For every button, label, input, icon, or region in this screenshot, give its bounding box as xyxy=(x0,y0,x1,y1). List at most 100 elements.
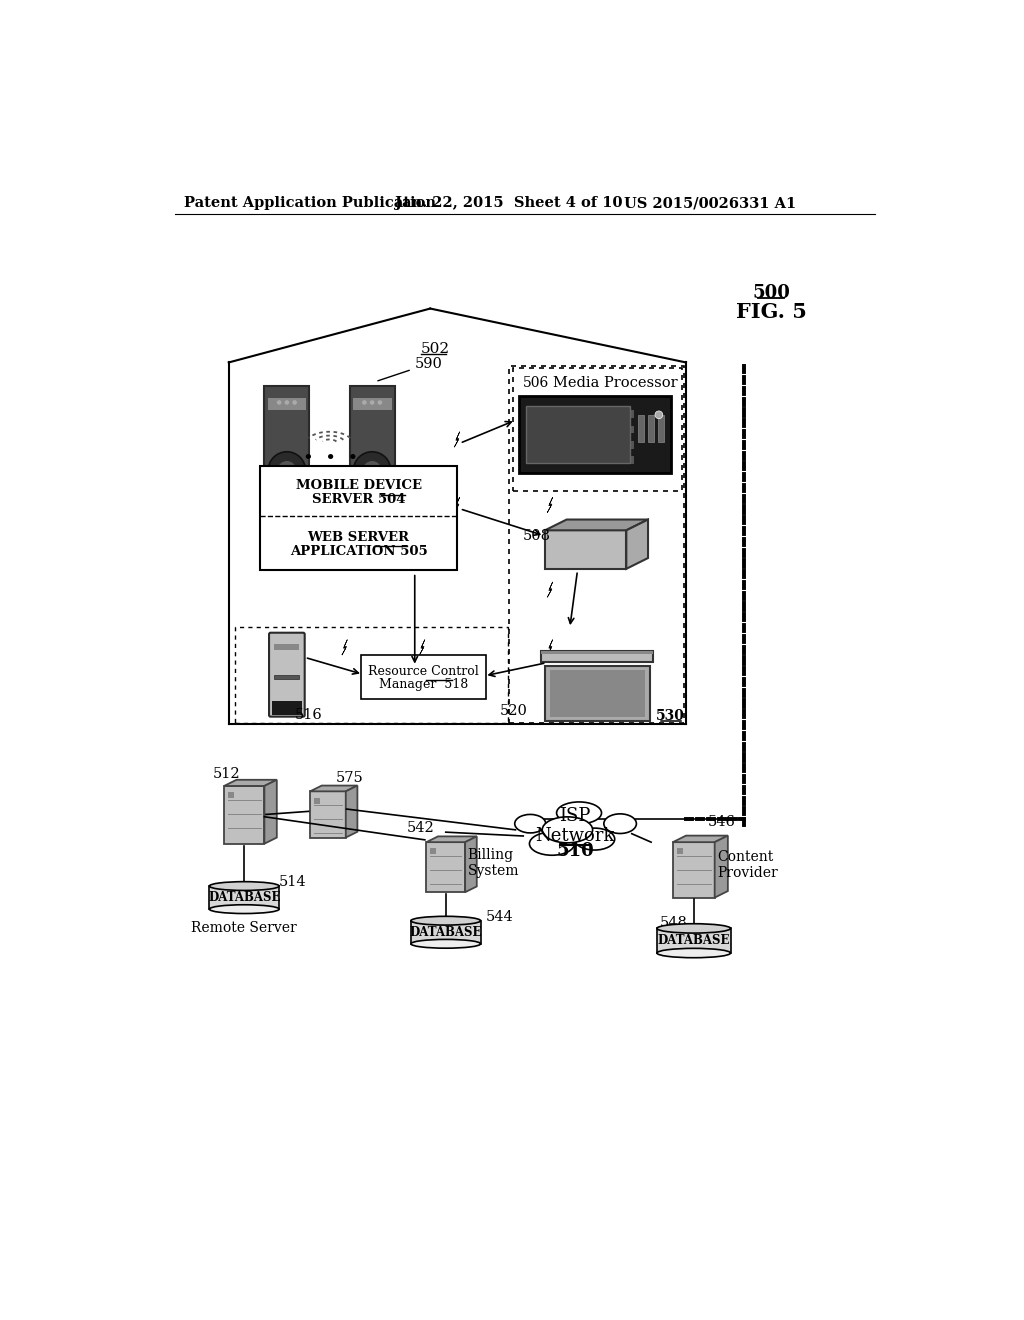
Polygon shape xyxy=(420,640,425,655)
Text: MOBILE DEVICE: MOBILE DEVICE xyxy=(296,479,422,492)
Circle shape xyxy=(362,400,367,405)
Text: Media Processor: Media Processor xyxy=(553,376,677,391)
Circle shape xyxy=(276,400,282,405)
Bar xyxy=(349,385,394,532)
Polygon shape xyxy=(426,837,477,842)
Polygon shape xyxy=(547,582,553,598)
Bar xyxy=(545,665,649,721)
Text: 510: 510 xyxy=(556,842,594,861)
Bar xyxy=(260,466,458,570)
Polygon shape xyxy=(342,640,347,655)
Bar xyxy=(513,368,682,491)
Text: APPLICATION 505: APPLICATION 505 xyxy=(290,545,427,557)
Bar xyxy=(411,921,480,944)
Bar xyxy=(224,785,264,843)
Bar xyxy=(658,414,665,442)
Bar xyxy=(264,515,309,532)
Circle shape xyxy=(362,461,381,479)
Bar xyxy=(550,669,645,718)
Text: Manager  518: Manager 518 xyxy=(379,678,468,692)
Bar xyxy=(310,792,346,838)
Ellipse shape xyxy=(209,882,280,891)
Text: Patent Application Publication: Patent Application Publication xyxy=(183,197,436,210)
Bar xyxy=(519,396,671,473)
Circle shape xyxy=(292,400,297,405)
Polygon shape xyxy=(465,837,477,892)
Text: 508: 508 xyxy=(523,529,551,543)
Bar xyxy=(525,405,630,463)
Text: ISP
Network: ISP Network xyxy=(536,807,614,845)
Polygon shape xyxy=(547,640,553,655)
Bar xyxy=(525,457,634,465)
Ellipse shape xyxy=(657,948,730,958)
FancyBboxPatch shape xyxy=(269,632,305,717)
Text: DATABASE: DATABASE xyxy=(410,925,482,939)
Text: 544: 544 xyxy=(486,909,514,924)
Circle shape xyxy=(370,400,375,405)
Polygon shape xyxy=(715,836,728,898)
Text: 546: 546 xyxy=(708,816,735,829)
Bar xyxy=(541,651,653,655)
Bar xyxy=(657,928,731,953)
Circle shape xyxy=(655,411,663,418)
Ellipse shape xyxy=(574,828,614,850)
Circle shape xyxy=(285,400,289,405)
Bar xyxy=(638,414,644,442)
Text: 530: 530 xyxy=(656,709,685,723)
Text: FIG. 5: FIG. 5 xyxy=(736,302,807,322)
Text: 500: 500 xyxy=(753,284,791,302)
Polygon shape xyxy=(547,498,553,512)
Bar xyxy=(274,675,299,678)
Polygon shape xyxy=(346,785,357,838)
Ellipse shape xyxy=(657,924,730,933)
Ellipse shape xyxy=(604,814,636,833)
Text: Content
Provider: Content Provider xyxy=(717,850,778,880)
Bar xyxy=(541,651,653,663)
Text: WEB SERVER: WEB SERVER xyxy=(307,531,410,544)
Bar xyxy=(314,797,321,804)
Bar xyxy=(525,441,634,449)
Bar xyxy=(426,842,465,892)
Text: US 2015/0026331 A1: US 2015/0026331 A1 xyxy=(624,197,797,210)
Text: 548: 548 xyxy=(659,916,687,931)
Bar xyxy=(272,701,302,715)
Polygon shape xyxy=(455,432,460,447)
Ellipse shape xyxy=(411,916,480,925)
Text: 520: 520 xyxy=(500,705,528,718)
Circle shape xyxy=(378,400,382,405)
Ellipse shape xyxy=(557,803,601,824)
Bar xyxy=(545,531,627,569)
Text: Resource Control: Resource Control xyxy=(368,665,478,678)
Bar xyxy=(264,385,309,532)
Ellipse shape xyxy=(543,817,593,843)
Text: DATABASE: DATABASE xyxy=(208,891,281,904)
Polygon shape xyxy=(547,552,553,566)
Bar xyxy=(509,367,684,723)
Polygon shape xyxy=(673,836,728,842)
Polygon shape xyxy=(627,520,648,569)
Text: 502: 502 xyxy=(421,342,451,356)
Bar xyxy=(209,886,280,909)
Ellipse shape xyxy=(529,832,574,855)
Ellipse shape xyxy=(209,904,280,913)
Polygon shape xyxy=(310,785,357,792)
Text: 514: 514 xyxy=(280,875,307,890)
Polygon shape xyxy=(264,780,276,843)
Text: 590: 590 xyxy=(378,356,442,380)
Bar xyxy=(267,397,306,411)
Ellipse shape xyxy=(411,940,480,948)
Bar xyxy=(352,397,391,411)
Bar xyxy=(673,842,715,898)
Bar xyxy=(234,627,508,723)
Text: SERVER 504: SERVER 504 xyxy=(312,492,406,506)
Text: 516: 516 xyxy=(295,708,323,722)
Bar xyxy=(360,655,486,700)
Bar xyxy=(648,414,654,442)
Text: 506: 506 xyxy=(523,376,550,391)
Bar xyxy=(677,849,683,854)
Circle shape xyxy=(278,461,296,479)
Polygon shape xyxy=(224,780,276,785)
Text: Billing
System: Billing System xyxy=(467,847,519,878)
Text: 512: 512 xyxy=(213,767,241,781)
Text: •  •  •: • • • xyxy=(303,450,358,467)
